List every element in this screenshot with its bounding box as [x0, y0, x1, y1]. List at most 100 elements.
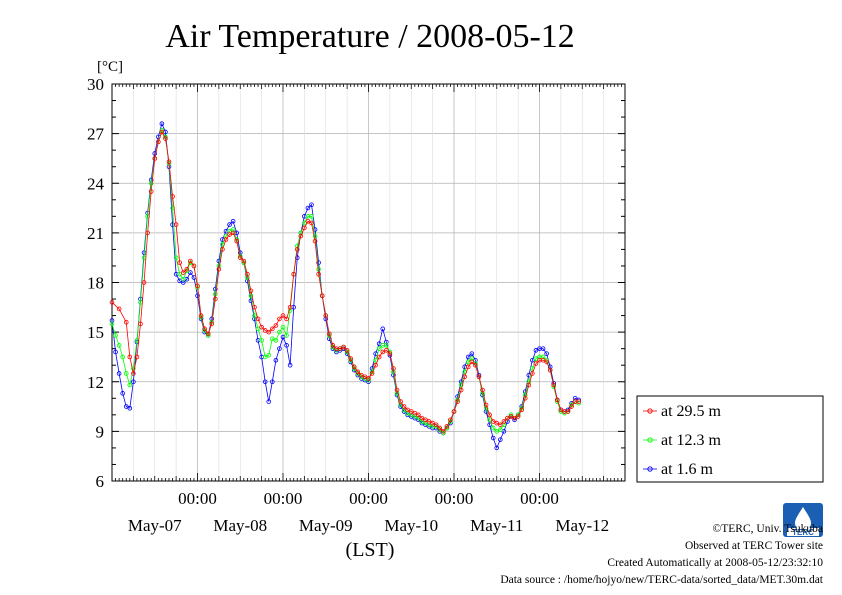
x-day-label: May-11: [470, 516, 523, 535]
data-point: [223, 237, 229, 242]
data-point: [309, 220, 314, 226]
data-point: [216, 258, 222, 264]
data-point: [501, 429, 507, 434]
data-point: [159, 129, 165, 135]
legend-label: at 12.3 m: [661, 432, 722, 449]
data-point: [230, 219, 236, 224]
data-point: [540, 357, 546, 363]
data-point: [291, 271, 296, 277]
x-day-label: May-08: [213, 516, 267, 535]
data-point: [558, 407, 564, 413]
legend-item: at 1.6 m: [643, 461, 714, 478]
legend-swatch-marker: [647, 408, 653, 414]
data-point: [159, 121, 165, 126]
data-point: [123, 319, 129, 325]
data-point: [277, 346, 282, 351]
data-point: [180, 276, 186, 282]
data-point: [209, 321, 215, 327]
data-point: [384, 339, 389, 345]
data-point: [412, 410, 418, 416]
y-tick-label: 24: [87, 174, 105, 193]
x-day-label: May-09: [299, 516, 353, 535]
data-point: [494, 445, 500, 451]
data-point: [188, 270, 193, 275]
data-point: [490, 435, 496, 441]
data-point: [277, 329, 282, 335]
data-point: [327, 331, 332, 337]
legend-item: at 29.5 m: [643, 403, 722, 420]
data-point: [423, 420, 428, 426]
data-point: [576, 399, 581, 404]
data-point: [109, 300, 115, 305]
x-time-label: 00:00: [349, 489, 388, 508]
data-point: [408, 409, 414, 414]
data-point: [465, 364, 471, 370]
data-point: [116, 371, 122, 376]
data-point: [469, 351, 475, 356]
data-point: [341, 344, 346, 350]
data-point: [245, 271, 250, 277]
data-point: [255, 316, 261, 322]
data-point: [423, 417, 428, 423]
data-point: [138, 321, 143, 327]
data-point: [419, 415, 425, 421]
data-point: [220, 247, 225, 252]
data-point: [259, 338, 264, 343]
data-point: [213, 296, 218, 302]
data-point: [572, 395, 578, 401]
data-point: [127, 382, 133, 388]
data-point: [426, 422, 432, 428]
data-point: [273, 323, 279, 328]
data-point: [287, 308, 293, 313]
data-point: [323, 313, 329, 318]
data-point: [451, 409, 457, 414]
data-point: [273, 338, 279, 343]
data-point: [387, 351, 393, 356]
data-point: [116, 306, 122, 312]
data-point: [344, 348, 350, 353]
data-point: [512, 415, 517, 421]
data-point: [330, 343, 336, 348]
data-point: [376, 341, 382, 347]
data-point: [469, 356, 475, 361]
data-point: [498, 427, 503, 433]
data-point: [419, 419, 425, 424]
data-point: [401, 404, 407, 409]
data-point: [202, 326, 207, 332]
data-point: [127, 405, 133, 411]
data-point: [412, 414, 418, 419]
data-point: [152, 151, 158, 156]
data-point: [458, 387, 464, 393]
data-point: [131, 366, 136, 371]
data-point: [469, 359, 475, 365]
data-point: [180, 270, 186, 275]
data-point: [366, 376, 371, 381]
data-point: [198, 313, 204, 318]
grid-lines: [112, 84, 625, 481]
data-point: [120, 391, 125, 396]
x-time-label: 00:00: [178, 489, 217, 508]
data-point: [565, 409, 571, 414]
data-point: [351, 364, 357, 370]
data-point: [188, 258, 193, 264]
data-point: [465, 354, 471, 360]
data-point: [384, 348, 389, 353]
data-point: [309, 214, 314, 219]
data-point: [501, 419, 507, 424]
data-point: [262, 379, 268, 385]
data-point: [316, 271, 321, 277]
data-point: [152, 156, 158, 161]
data-point: [277, 316, 282, 322]
data-point: [298, 230, 304, 236]
data-point: [405, 410, 410, 416]
data-point: [569, 404, 574, 409]
x-tick-labels: 00:00 00:00 00:00 00:00 00:00 May-07 May-08 May…: [128, 489, 609, 535]
data-point: [337, 346, 343, 351]
chart-title: Air Temperature / 2008-05-12: [165, 18, 575, 55]
x-time-label: 00:00: [520, 489, 559, 508]
data-point: [498, 437, 503, 442]
data-point: [455, 399, 460, 404]
data-point: [359, 372, 364, 378]
data-point: [134, 354, 140, 360]
data-point: [230, 227, 236, 232]
